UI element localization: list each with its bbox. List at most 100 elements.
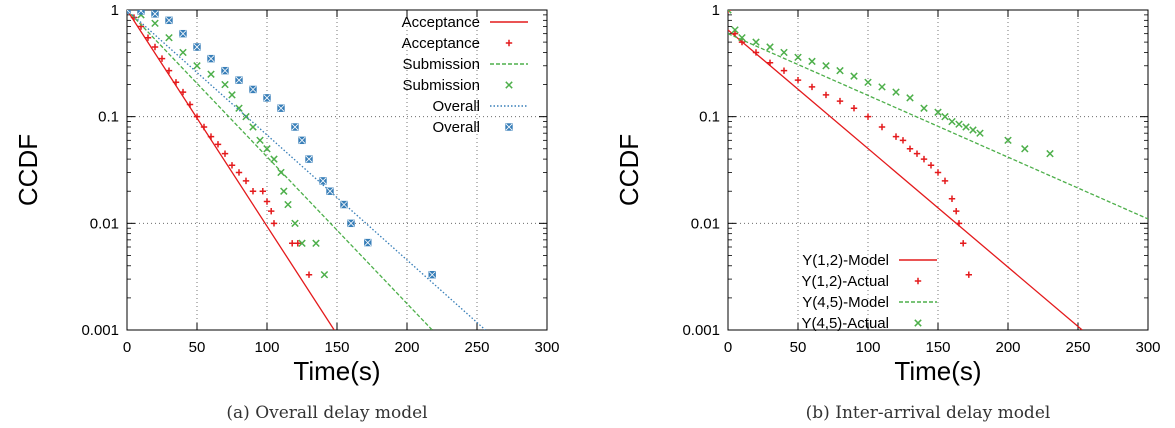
data-point xyxy=(144,34,152,41)
y-tick-label: 0.01 xyxy=(90,215,119,232)
data-point xyxy=(280,187,288,195)
data-point xyxy=(291,219,299,228)
data-point xyxy=(291,123,299,131)
data-point xyxy=(263,94,271,102)
data-point xyxy=(277,104,285,112)
data-point xyxy=(731,30,739,37)
series-line-acceptance xyxy=(127,10,335,330)
data-point xyxy=(165,33,173,42)
x-tick-label: 200 xyxy=(995,339,1020,356)
data-point xyxy=(850,105,858,112)
data-point xyxy=(340,200,348,209)
data-point xyxy=(960,240,967,247)
x-axis-label: Time(s) xyxy=(293,356,380,386)
series-line-y-4-5-model xyxy=(728,33,1148,220)
legend-label: Y(4,5)-Actual xyxy=(801,315,889,332)
data-point xyxy=(249,85,257,94)
data-point xyxy=(1004,136,1012,145)
data-point xyxy=(179,29,187,38)
data-point xyxy=(906,94,914,102)
data-point xyxy=(289,240,296,247)
y-tick-label: 0.001 xyxy=(682,322,720,339)
data-point xyxy=(235,76,243,84)
data-point xyxy=(207,70,215,78)
data-point xyxy=(976,129,984,137)
legend-marker-swatch xyxy=(914,319,922,327)
data-point xyxy=(955,220,963,227)
x-tick-label: 150 xyxy=(925,339,950,356)
y-tick-label: 0.01 xyxy=(691,215,720,232)
data-point xyxy=(731,26,739,34)
series-line-overall xyxy=(127,10,486,330)
data-area xyxy=(127,10,486,330)
data-point xyxy=(920,155,928,163)
data-point xyxy=(836,97,844,105)
x-tick-label: 300 xyxy=(534,339,559,356)
data-point xyxy=(955,120,963,128)
data-point xyxy=(200,123,208,131)
data-point xyxy=(780,48,788,57)
data-point xyxy=(850,72,858,80)
y-tick-label: 1 xyxy=(111,2,119,19)
data-point xyxy=(1046,149,1054,158)
data-point xyxy=(941,177,949,185)
data-point xyxy=(305,271,313,278)
data-point xyxy=(151,19,159,28)
data-point xyxy=(221,150,229,157)
data-point xyxy=(277,168,285,177)
data-point xyxy=(320,270,329,279)
data-point xyxy=(235,169,243,176)
data-point xyxy=(179,48,187,57)
data-point xyxy=(193,113,201,120)
y-tick-label: 0.1 xyxy=(699,109,720,126)
x-tick-label: 50 xyxy=(189,339,206,356)
data-point xyxy=(165,16,173,25)
data-point xyxy=(899,137,907,144)
legend-label: Submission xyxy=(402,56,480,73)
data-point xyxy=(256,136,264,145)
data-point xyxy=(766,43,774,51)
y-tick-label: 0.001 xyxy=(81,322,119,339)
x-tick-label: 100 xyxy=(855,339,880,356)
data-point xyxy=(934,108,942,116)
chart-panel-b: 0 50 100 150 200 250 300 0.001 0.01 0.1 1 Time(s) CC… xyxy=(614,2,1161,423)
data-point xyxy=(794,53,802,62)
y-axis-label: CCDF xyxy=(614,134,644,206)
data-point xyxy=(878,123,886,131)
data-point xyxy=(836,66,844,75)
data-point xyxy=(263,198,271,205)
data-point xyxy=(319,177,327,185)
data-point xyxy=(965,271,972,278)
data-point xyxy=(214,141,222,148)
data-point xyxy=(207,54,215,63)
x-tick-label: 0 xyxy=(123,339,131,356)
data-point xyxy=(228,91,236,99)
data-point xyxy=(934,169,942,176)
data-point xyxy=(228,162,236,169)
data-point xyxy=(284,200,292,209)
chart-panel-a: 0 50 100 150 200 250 300 0.001 0.01 0.1 1 Time(s) CC… xyxy=(13,2,560,423)
data-point xyxy=(263,145,271,153)
data-point xyxy=(364,238,372,247)
figure-caption: (a) Overall delay model xyxy=(226,403,427,423)
data-point xyxy=(127,10,131,14)
data-point xyxy=(1021,145,1029,153)
legend-marker-swatch xyxy=(505,123,513,131)
data-point xyxy=(752,38,760,46)
data-point xyxy=(294,240,301,247)
data-point xyxy=(193,62,201,70)
data-point xyxy=(822,62,830,70)
data-point xyxy=(179,88,187,96)
legend-label: Y(1,2)-Model xyxy=(802,252,889,269)
data-point xyxy=(728,10,732,14)
legend: Y(1,2)-Model Y(1,2)-Actual Y(4,5)-Model Y(4… xyxy=(801,252,937,332)
series-line-submission xyxy=(127,10,433,330)
data-point xyxy=(151,10,159,18)
data-point xyxy=(808,83,816,91)
data-point xyxy=(766,59,774,66)
data-point xyxy=(298,239,306,248)
data-point xyxy=(270,155,278,163)
x-tick-label: 0 xyxy=(724,339,732,356)
data-point xyxy=(738,33,746,42)
